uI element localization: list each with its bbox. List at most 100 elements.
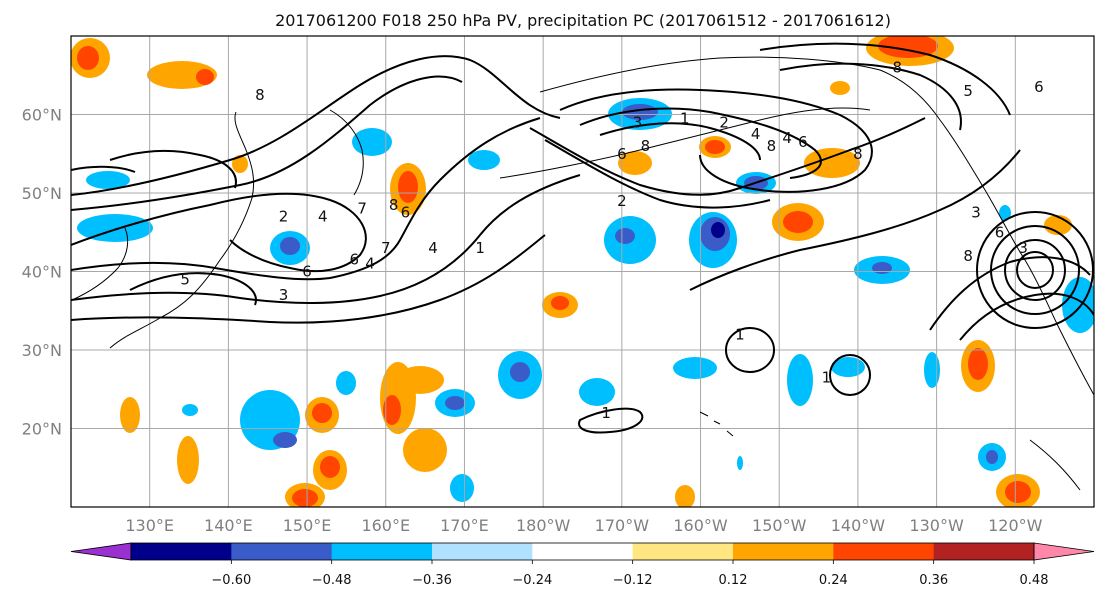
contour-label: 4 <box>365 255 375 273</box>
contour-label: 8 <box>853 145 863 163</box>
north-america-coast <box>1024 259 1094 396</box>
contour-label: 8 <box>767 137 777 155</box>
colorbar-tick-label: 0.24 <box>819 573 848 588</box>
pv-contour-ring <box>1016 251 1054 289</box>
positive-precip-blob <box>804 148 860 178</box>
negative-precip-blob <box>336 371 356 395</box>
negative-precip-core <box>622 104 658 120</box>
positive-precip-blob <box>830 81 850 95</box>
colorbar-segment <box>231 543 333 560</box>
lat-tick-label: 20°N <box>22 420 62 439</box>
positive-precip-blob <box>675 485 695 507</box>
contour-label: 2 <box>719 113 729 131</box>
positive-precip-blob <box>232 155 248 173</box>
lon-tick-label: 170°E <box>440 516 489 535</box>
colorbar-extend-high <box>1033 542 1095 561</box>
positive-precip-blob <box>618 151 652 175</box>
pv-contour <box>129 272 257 306</box>
positive-precip-core <box>77 46 99 70</box>
negative-precip-core <box>280 237 300 255</box>
lon-tick-label: 180°W <box>516 516 571 535</box>
contour-label: 3 <box>971 204 981 222</box>
positive-precip-core <box>1005 481 1031 503</box>
colorbar-segment <box>933 543 1035 560</box>
contour-label: 8 <box>389 196 399 214</box>
pv-contour <box>71 55 561 196</box>
graticule <box>71 36 1094 507</box>
colorbar-frame <box>130 542 1035 561</box>
negative-precip-core <box>615 228 635 244</box>
positive-precip-blob <box>177 436 199 484</box>
contour-label: 3 <box>279 286 289 304</box>
pv-contours <box>71 42 1094 434</box>
contour-label: 5 <box>963 82 973 100</box>
pv-contour-ring <box>976 211 1094 329</box>
negative-precip-blob <box>182 404 198 416</box>
japan-coast <box>109 111 255 349</box>
pv-closed-contour <box>725 327 775 373</box>
lat-tick-label: 40°N <box>22 263 62 282</box>
pv-contour <box>71 174 581 304</box>
colorbar: −0.60 −0.48 −0.36 −0.24 −0.12 0.12 0.24 0.36 0.4… <box>70 542 1095 588</box>
lon-tick-label: 160°W <box>673 516 728 535</box>
positive-precip-core <box>196 69 214 85</box>
positive-precip-core <box>320 456 340 478</box>
lat-tick-label: 50°N <box>22 184 62 203</box>
negative-precip-core <box>273 432 297 448</box>
pv-contour-ring <box>1004 239 1066 301</box>
pv-contour <box>71 165 136 173</box>
contour-label: 1 <box>680 109 690 127</box>
negative-precip-core <box>445 396 465 410</box>
aleutian-coast <box>499 107 871 179</box>
negative-precip-blob <box>468 150 500 170</box>
negative-precip-core <box>986 450 998 464</box>
mexico-coast <box>1029 439 1081 491</box>
positive-precip-core <box>383 395 401 425</box>
contour-label: 7 <box>381 239 391 257</box>
chart-title: 2017061200 F018 250 hPa PV, precipitatio… <box>275 11 891 30</box>
colorbar-tick-label: −0.12 <box>613 573 653 588</box>
colorbar-segment <box>131 543 232 560</box>
pv-contour <box>759 42 1011 116</box>
contour-label: 2 <box>279 208 289 226</box>
pv-contour <box>71 192 367 273</box>
colorbar-tick-label: −0.60 <box>211 573 251 588</box>
positive-precip-core <box>783 211 813 233</box>
coastlines <box>71 56 1094 491</box>
positive-precip-blob <box>403 428 447 472</box>
longitude-axis: 130°E 140°E 150°E 160°E 170°E 180°W 170°W 160°W… <box>125 516 1042 535</box>
colorbar-segment <box>833 543 935 560</box>
negative-precip-blob <box>831 357 865 377</box>
negative-precip-blob <box>579 378 615 406</box>
contour-label: 8 <box>255 86 265 104</box>
colorbar-segment <box>632 543 734 560</box>
positive-precip-blob <box>396 366 444 394</box>
colorbar-segment <box>331 543 433 560</box>
colorbar-tick-label: 0.48 <box>1020 573 1049 588</box>
negative-precip-max <box>711 222 725 238</box>
hawaii-islands <box>699 411 734 437</box>
contour-label: 1 <box>601 404 611 422</box>
lon-tick-label: 140°E <box>204 516 253 535</box>
negative-precip-blob <box>924 352 940 388</box>
lon-tick-label: 150°W <box>752 516 807 535</box>
pv-contour <box>779 62 962 131</box>
positive-precip-blob <box>120 397 140 433</box>
colorbar-tick-label: −0.36 <box>412 573 452 588</box>
contour-label: 6 <box>798 133 808 151</box>
negative-precip-blob <box>737 456 743 470</box>
pv-contour <box>599 122 761 161</box>
pv-contour <box>109 149 237 189</box>
colorbar-tick-label: 0.36 <box>919 573 948 588</box>
colorbar-segment <box>532 543 634 560</box>
lon-tick-label: 160°E <box>361 516 410 535</box>
contour-label: 2 <box>617 192 627 210</box>
lat-tick-label: 60°N <box>22 106 62 125</box>
contour-label: 1 <box>475 239 485 257</box>
pv-contour <box>71 234 546 324</box>
contour-label: 6 <box>617 145 627 163</box>
pv-closed-contour <box>829 354 871 396</box>
contour-label: 6 <box>1034 78 1044 96</box>
